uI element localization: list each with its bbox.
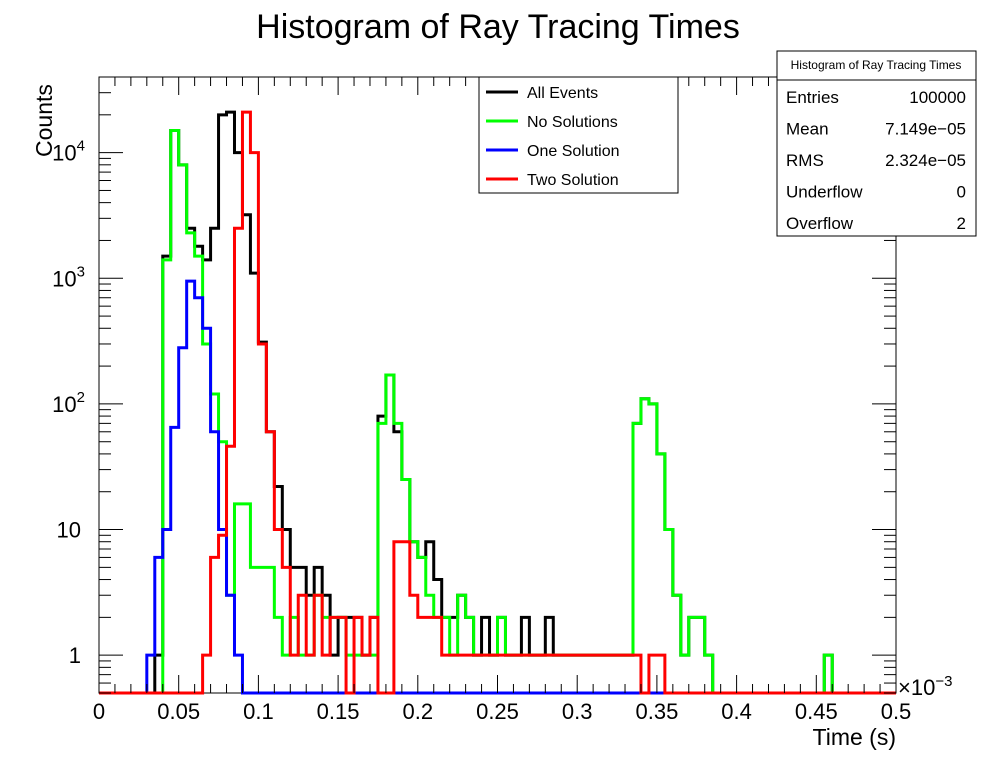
x-tick-label: 0.4 (721, 699, 752, 724)
x-axis: 0 0.05 0.1 0.15 0.2 0.25 0.3 0.35 0.4 0.45 0.5 (93, 77, 911, 724)
stats-value: 7.149e−05 (885, 120, 966, 139)
stats-label: RMS (786, 151, 824, 170)
y-tick-label: 1 (69, 643, 81, 668)
y-tick-label: 102 (52, 389, 85, 417)
legend-label: No Solutions (527, 114, 618, 131)
y-tick-label: 104 (52, 138, 85, 166)
x-axis-label: Time (s) (813, 724, 896, 750)
x-tick-label: 0.5 (881, 699, 912, 724)
x-tick-label: 0.05 (157, 699, 200, 724)
x-tick-label: 0 (93, 699, 105, 724)
y-tick-label: 103 (52, 263, 85, 291)
stats-value: 0 (957, 183, 966, 202)
x-tick-label: 0.15 (317, 699, 360, 724)
x-tick-label: 0.35 (635, 699, 678, 724)
x-axis-multiplier: ×10−3 (898, 673, 952, 700)
stats-value: 100000 (909, 88, 966, 107)
x-tick-label: 0.25 (476, 699, 519, 724)
legend-label: All Events (527, 85, 598, 102)
stats-box-frame (776, 50, 977, 237)
y-axis-label: Counts (31, 84, 57, 157)
chart-title: Histogram of Ray Tracing Times (256, 8, 740, 46)
x-tick-label: 0.2 (403, 699, 434, 724)
stats-label: Entries (786, 88, 839, 107)
legend-label: One Solution (527, 143, 620, 160)
legend-box (478, 76, 679, 194)
y-axis: 1 10 102 103 104 (52, 76, 896, 694)
x-tick-label: 0.3 (562, 699, 593, 724)
stats-label: Mean (786, 120, 829, 139)
legend: All Events No Solutions One Solution Two So… (478, 76, 679, 194)
stats-box-title: Histogram of Ray Tracing Times (791, 58, 962, 72)
x-tick-label: 0.45 (795, 699, 838, 724)
stats-box: Histogram of Ray Tracing Times Entries 10… (776, 50, 977, 237)
y-tick-label: 10 (57, 518, 81, 543)
x-tick-label: 0.1 (243, 699, 274, 724)
legend-label: Two Solution (527, 172, 619, 189)
stats-label: Underflow (786, 183, 863, 202)
series-two-solution (99, 110, 896, 695)
stats-value: 2.324e−05 (885, 151, 966, 170)
histogram-series (99, 110, 896, 695)
stats-value: 2 (957, 214, 966, 233)
stats-label: Overflow (786, 214, 854, 233)
